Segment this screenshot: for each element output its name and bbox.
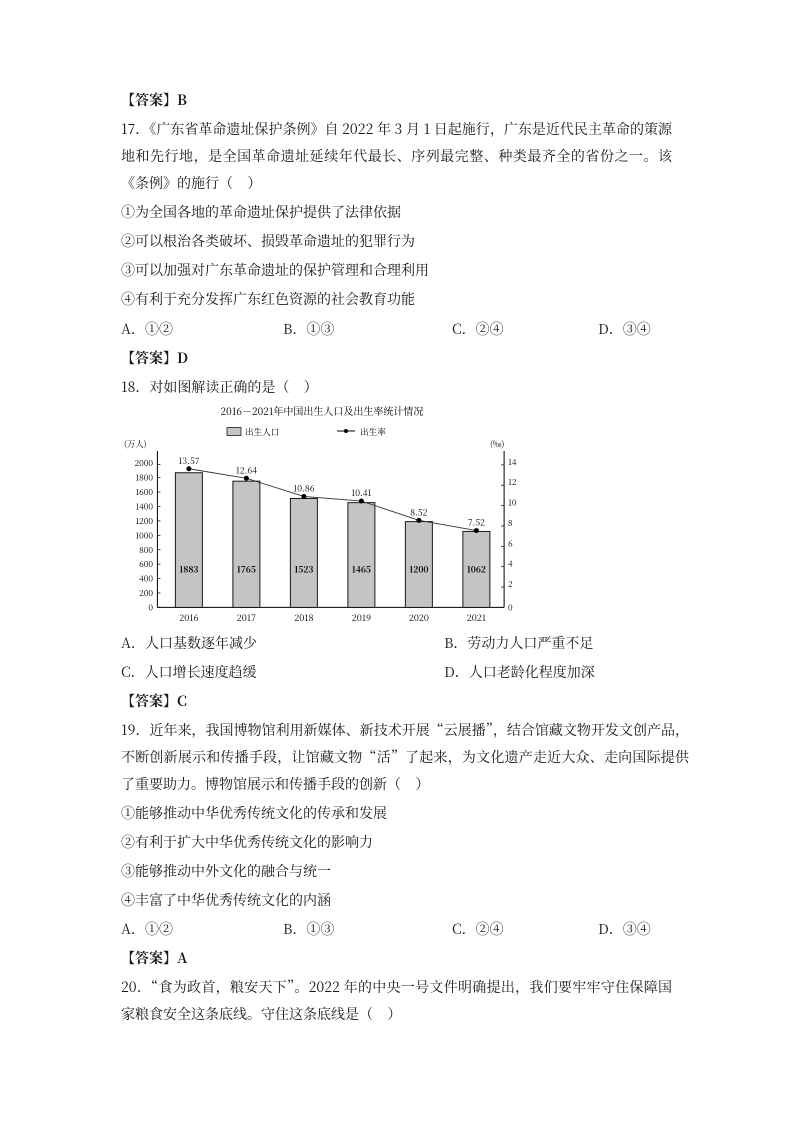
svg-text:2016: 2016	[179, 611, 198, 624]
svg-text:4: 4	[508, 557, 513, 569]
svg-text:(‰): (‰)	[490, 438, 504, 450]
svg-text:1200: 1200	[135, 515, 153, 527]
svg-text:14: 14	[508, 456, 517, 468]
svg-text:1883: 1883	[179, 563, 198, 575]
svg-text:1062: 1062	[467, 563, 486, 575]
svg-text:1800: 1800	[135, 471, 153, 483]
svg-text:600: 600	[139, 558, 153, 570]
svg-text:0: 0	[508, 601, 513, 613]
svg-text:8.52: 8.52	[410, 506, 427, 518]
svg-text:(万人): (万人)	[124, 438, 147, 450]
svg-text:12: 12	[508, 476, 517, 488]
svg-text:2020: 2020	[409, 611, 429, 624]
svg-text:800: 800	[139, 543, 153, 555]
svg-text:10.41: 10.41	[351, 487, 371, 499]
svg-text:10: 10	[508, 496, 517, 508]
svg-text:10.86: 10.86	[293, 482, 314, 494]
svg-text:1600: 1600	[135, 486, 153, 498]
svg-text:出生人口: 出生人口	[245, 426, 279, 438]
svg-text:1765: 1765	[237, 563, 256, 575]
svg-text:8: 8	[508, 517, 513, 529]
svg-text:12.64: 12.64	[236, 464, 257, 476]
svg-text:1523: 1523	[294, 563, 313, 575]
svg-text:1400: 1400	[135, 500, 153, 512]
svg-text:2019: 2019	[352, 611, 371, 624]
svg-text:2021: 2021	[467, 611, 486, 624]
svg-text:0: 0	[148, 601, 153, 613]
svg-text:2018: 2018	[294, 611, 313, 624]
svg-text:1200: 1200	[409, 563, 428, 575]
svg-text:出生率: 出生率	[360, 426, 386, 438]
svg-text:2000: 2000	[135, 457, 154, 469]
svg-text:2016－2021年中国出生人口及出生率统计情况: 2016－2021年中国出生人口及出生率统计情况	[221, 403, 424, 418]
svg-text:6: 6	[508, 537, 513, 549]
svg-text:2: 2	[508, 578, 513, 590]
svg-text:1465: 1465	[352, 563, 371, 575]
svg-text:2017: 2017	[237, 611, 256, 624]
svg-text:1000: 1000	[135, 529, 153, 541]
svg-text:13.57: 13.57	[178, 454, 199, 466]
svg-text:7.52: 7.52	[468, 516, 485, 528]
svg-text:200: 200	[139, 587, 153, 599]
svg-text:400: 400	[139, 572, 153, 584]
